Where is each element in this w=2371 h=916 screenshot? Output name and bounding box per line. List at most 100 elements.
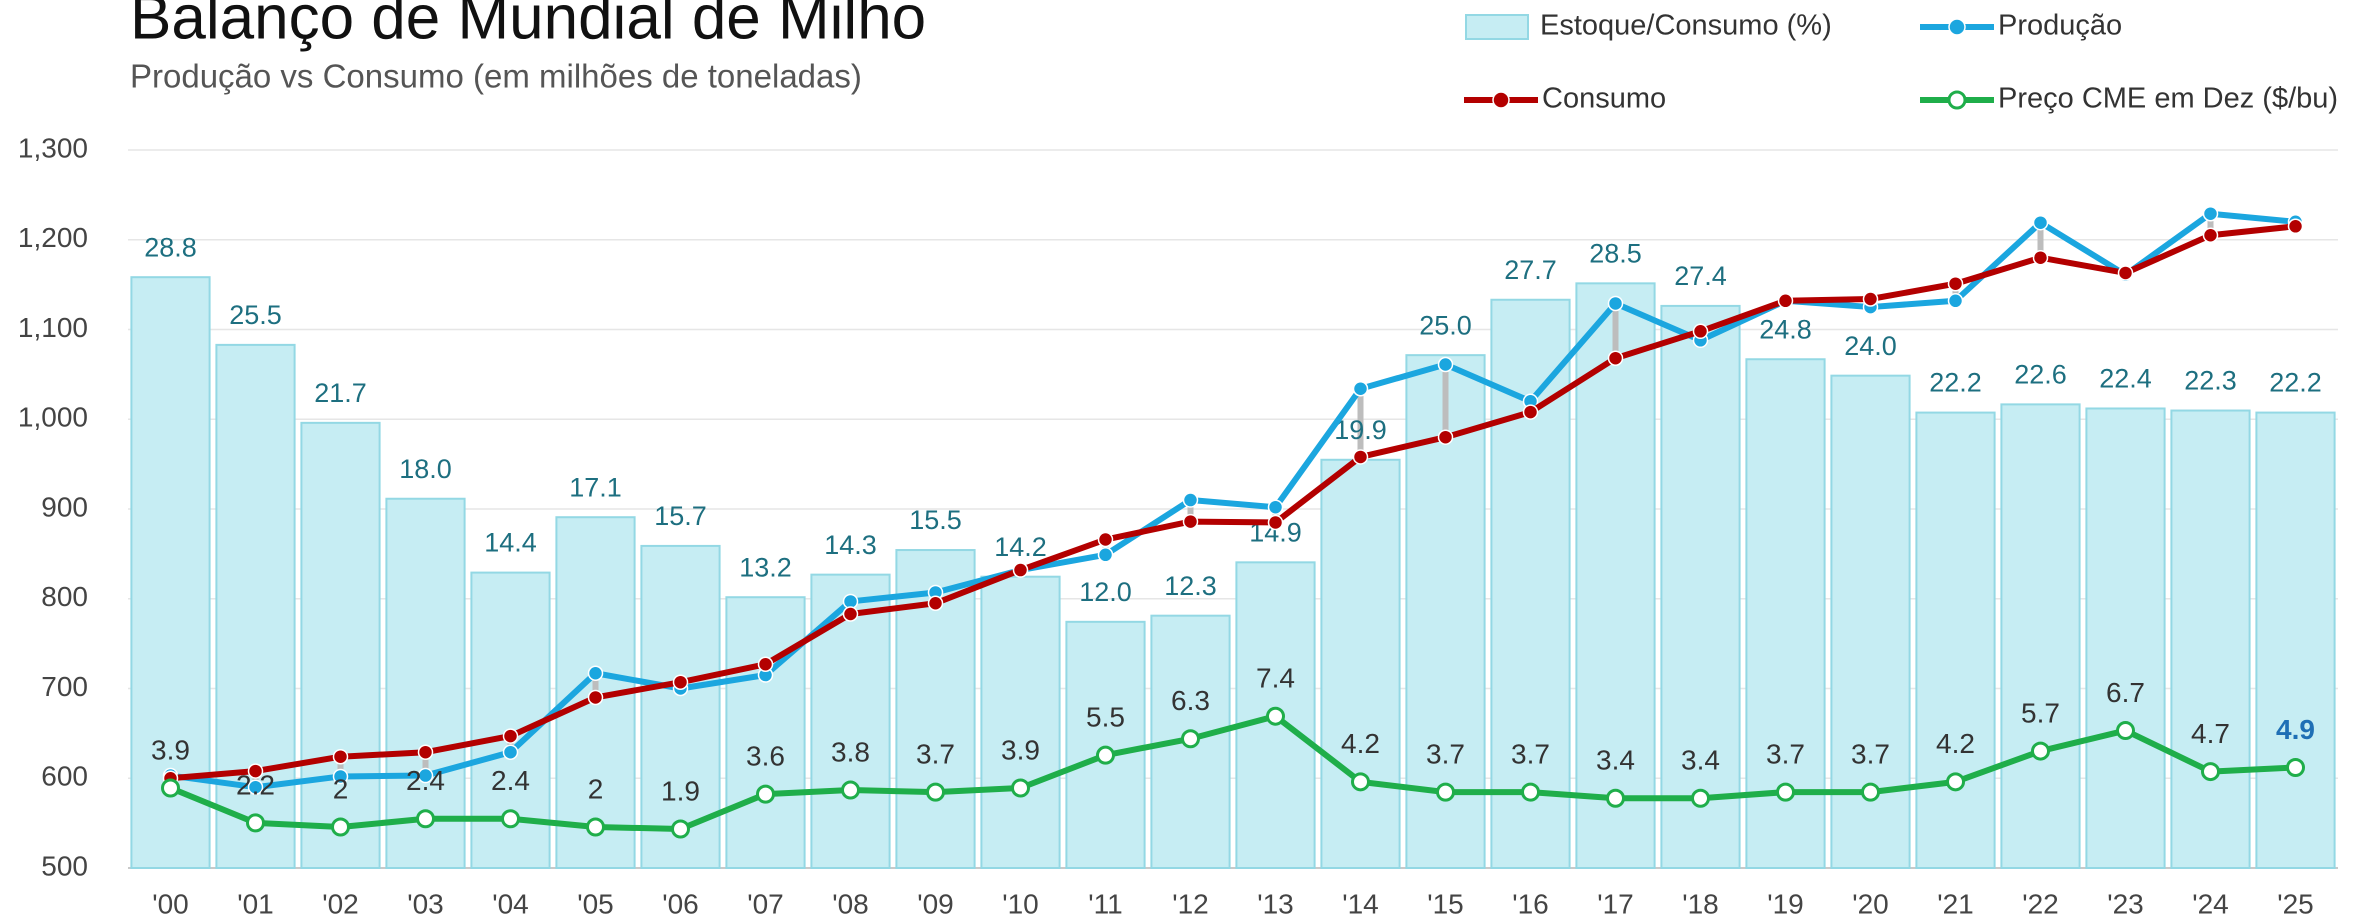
x-tick-label: '05 <box>577 888 614 916</box>
point-label: 1.9 <box>661 775 700 806</box>
marker <box>1182 492 1199 508</box>
point-label: 3.7 <box>1426 738 1465 769</box>
x-tick-label: '24 <box>2192 888 2229 916</box>
bar-label: 22.2 <box>1929 368 1982 398</box>
point-label: 5.7 <box>2021 697 2060 728</box>
point-label: 3.8 <box>831 736 870 767</box>
point-label: 4.2 <box>1341 728 1380 759</box>
legend-swatch <box>1948 18 1966 36</box>
y-tick-label: 1,300 <box>18 132 88 163</box>
y-tick-label: 800 <box>41 581 88 612</box>
bar-label: 27.7 <box>1504 255 1557 285</box>
marker <box>1437 429 1454 445</box>
marker <box>1862 291 1879 307</box>
marker <box>246 813 265 833</box>
marker <box>841 780 860 800</box>
y-tick-label: 1,100 <box>18 312 88 343</box>
marker <box>417 767 434 784</box>
marker <box>247 779 264 795</box>
marker <box>417 744 434 760</box>
bar <box>300 421 381 869</box>
point-label: 3.7 <box>1766 738 1805 769</box>
legend-swatch <box>1947 90 1967 110</box>
marker <box>1181 729 1200 749</box>
bar-label: 12.3 <box>1164 571 1217 601</box>
marker <box>1267 499 1284 515</box>
marker <box>1607 295 1624 312</box>
bar-label: 25.5 <box>229 300 282 330</box>
bar <box>640 544 721 869</box>
marker <box>2202 227 2219 244</box>
bar <box>2000 403 2081 869</box>
bar-label: 12.0 <box>1079 577 1132 607</box>
legend-swatch <box>1492 91 1510 109</box>
marker <box>756 784 775 804</box>
marker <box>502 728 519 744</box>
bar-label: 25.0 <box>1419 310 1472 340</box>
x-tick-label: '18 <box>1682 888 1719 916</box>
marker <box>1522 404 1539 420</box>
bar-label: 17.1 <box>569 472 622 502</box>
marker <box>1607 350 1624 366</box>
point-label: 4.7 <box>2191 718 2230 749</box>
bar-label: 21.7 <box>314 378 367 408</box>
bar-label: 18.0 <box>399 454 452 484</box>
bar-label: 27.4 <box>1674 261 1727 291</box>
point-label: 2.4 <box>406 765 445 796</box>
bar <box>725 596 806 869</box>
marker <box>2287 218 2304 235</box>
x-tick-label: '11 <box>1088 888 1122 916</box>
bar-label: 15.7 <box>654 501 707 531</box>
point-label: 3.7 <box>916 738 955 769</box>
marker <box>1097 547 1114 563</box>
bar-label: 22.3 <box>2184 366 2237 396</box>
marker <box>1777 293 1794 309</box>
marker <box>1182 513 1199 530</box>
marker <box>1267 514 1284 531</box>
marker <box>1521 782 1540 802</box>
bar-label: 14.3 <box>824 530 877 560</box>
marker <box>2031 741 2050 761</box>
x-tick-label: '25 <box>2277 888 2314 916</box>
point-label: 3.6 <box>746 741 785 772</box>
marker <box>501 809 520 829</box>
marker <box>2032 249 2049 266</box>
x-tick-label: '01 <box>237 888 274 916</box>
x-tick-label: '19 <box>1767 888 1804 916</box>
point-label: 3.4 <box>1596 745 1635 776</box>
marker <box>1691 788 1710 808</box>
x-tick-label: '22 <box>2022 888 2059 916</box>
bar <box>980 575 1061 869</box>
marker <box>1436 782 1455 802</box>
y-tick-label: 1,200 <box>18 222 88 253</box>
bar-label: 19.9 <box>1334 415 1387 445</box>
point-label: 2 <box>333 773 349 804</box>
legend-label: Preço CME em Dez ($/bu) <box>1998 83 2338 115</box>
marker <box>1352 380 1369 397</box>
marker <box>671 819 690 839</box>
x-tick-label: '21 <box>1937 888 1974 916</box>
point-label: 3.4 <box>1681 745 1720 776</box>
x-tick-label: '10 <box>1002 888 1039 916</box>
marker <box>1947 293 1964 309</box>
marker <box>757 656 774 673</box>
point-label: 4.2 <box>1936 728 1975 759</box>
marker <box>1097 531 1114 548</box>
x-tick-label: '07 <box>747 888 784 916</box>
x-tick-label: '16 <box>1512 888 1549 916</box>
bar <box>1320 458 1401 869</box>
point-label: 2 <box>588 773 604 804</box>
chart-subtitle: Produção vs Consumo (em milhões de tonel… <box>130 58 862 95</box>
marker <box>502 744 519 760</box>
marker <box>1947 275 1964 292</box>
x-tick-label: '04 <box>492 888 529 916</box>
point-label: 2.4 <box>491 765 530 796</box>
marker <box>1776 782 1795 802</box>
marker <box>2116 721 2135 741</box>
bar <box>2255 411 2336 869</box>
x-tick-label: '20 <box>1852 888 1889 916</box>
y-tick-label: 500 <box>41 850 88 881</box>
point-label: 3.9 <box>151 734 190 765</box>
x-tick-label: '13 <box>1257 888 1294 916</box>
